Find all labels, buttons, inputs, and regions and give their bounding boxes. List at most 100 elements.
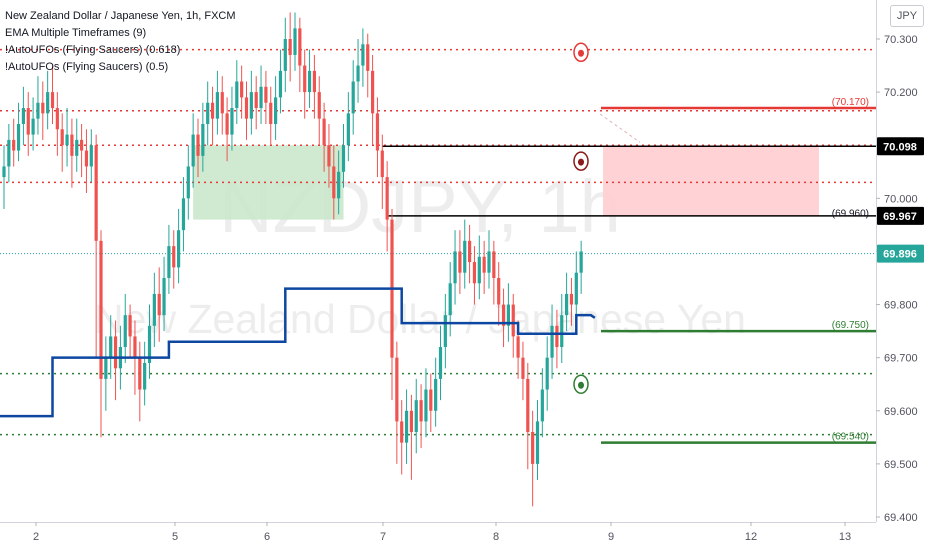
candle-body — [167, 246, 171, 278]
candles-layer — [2, 12, 583, 507]
candle-body — [579, 251, 583, 273]
candle-body — [94, 145, 98, 241]
y-tick-label: 69.400 — [884, 512, 918, 524]
candle-body — [298, 28, 302, 66]
candle-body — [492, 251, 496, 278]
levels-layer — [0, 48, 876, 444]
candle-body — [307, 70, 312, 93]
candle-body — [264, 86, 268, 103]
candle-body — [574, 272, 578, 305]
x-tick-label: 13 — [839, 531, 851, 543]
markers-layer — [573, 42, 589, 394]
candle-body — [70, 134, 74, 156]
candle-body — [453, 251, 457, 284]
legend-indicator-autoufos-05[interactable]: !AutoUFOs (Flying Saucers) (0.5) — [5, 61, 169, 73]
candle-body — [172, 246, 176, 268]
level-value-label: (69.540) — [832, 432, 869, 443]
candle-body — [259, 86, 263, 109]
candle-body — [458, 251, 462, 273]
candle-body — [128, 315, 132, 337]
candle-body — [254, 92, 258, 109]
x-tick-label: 7 — [380, 531, 386, 543]
candle-body — [84, 150, 89, 167]
candle-body — [424, 389, 428, 422]
watermark: NZDJPY, 1h New Zealand Dollar / Japanese… — [94, 165, 746, 342]
candle-body — [99, 240, 103, 379]
candle-body — [123, 315, 127, 348]
candle-body — [225, 113, 229, 135]
demand-zone — [193, 145, 344, 220]
legend-symbol-title[interactable]: New Zealand Dollar / Japanese Yen, 1h, F… — [5, 10, 236, 22]
candle-body — [60, 129, 64, 146]
candle-body — [31, 118, 35, 135]
x-tick-label: 9 — [608, 531, 614, 543]
candle-body — [385, 177, 389, 220]
candle-body — [346, 113, 350, 146]
candle-body — [322, 118, 326, 146]
ufo-marker-dot — [578, 49, 584, 57]
candle-body — [41, 102, 45, 114]
candle-body — [477, 256, 481, 284]
candle-body — [288, 39, 292, 55]
candle-body — [501, 304, 506, 326]
candle-body — [65, 134, 69, 146]
candle-body — [555, 325, 559, 348]
candle-body — [230, 108, 234, 135]
candle-body — [46, 92, 50, 114]
candle-body — [12, 139, 16, 151]
candle-body — [395, 357, 399, 422]
candle-body — [274, 97, 278, 124]
candle-body — [419, 400, 423, 422]
legend-indicator-ema[interactable]: EMA Multiple Timeframes (9) — [5, 27, 147, 39]
price-label-box — [877, 244, 924, 263]
y-tick-label: 70.300 — [884, 34, 918, 46]
candle-body — [337, 171, 341, 199]
y-tick-label: 69.700 — [884, 353, 918, 365]
projection-line — [599, 113, 641, 143]
price-label-text: 70.098 — [883, 141, 917, 153]
legend-indicator-autoufos-0618[interactable]: !AutoUFOs (Flying Saucers) (0.618) — [5, 44, 181, 56]
candle-body — [429, 389, 433, 411]
candle-body — [113, 336, 118, 369]
y-tick-label: 69.600 — [884, 406, 918, 418]
candle-body — [36, 102, 40, 119]
x-tick-label: 8 — [493, 531, 499, 543]
price-label-text: 69.896 — [883, 249, 917, 261]
supply-zone — [603, 146, 819, 216]
candle-body — [443, 315, 447, 348]
ema-line — [0, 287, 596, 418]
candle-body — [434, 378, 438, 411]
y-tick-label: 70.200 — [884, 87, 918, 99]
x-tick-label: 5 — [172, 531, 178, 543]
candle-body — [147, 325, 152, 363]
level-value-label: (69.750) — [832, 320, 869, 331]
candle-body — [540, 389, 544, 422]
candle-body — [409, 410, 413, 433]
candle-body — [133, 336, 137, 358]
x-tick-label: 2 — [33, 531, 39, 543]
candle-body — [404, 410, 409, 443]
candle-body — [55, 108, 59, 130]
candle-body — [2, 166, 6, 178]
candle-body — [438, 347, 443, 379]
candle-body — [210, 102, 215, 119]
candle-body — [109, 336, 113, 358]
y-tick-label: 70.000 — [884, 193, 918, 205]
watermark-description: New Zealand Dollar / Japanese Yen — [94, 296, 746, 342]
x-tick-label: 12 — [745, 531, 757, 543]
price-label-text: 69.967 — [883, 211, 917, 223]
candle-body — [463, 240, 467, 273]
currency-button[interactable]: JPY — [890, 5, 924, 27]
candle-body — [181, 198, 186, 231]
candle-body — [375, 113, 380, 151]
candle-body — [191, 134, 195, 167]
candle-body — [312, 70, 316, 93]
candle-body — [468, 240, 472, 263]
candle-body — [535, 421, 540, 464]
candle-body — [244, 97, 249, 119]
candle-body — [366, 44, 370, 71]
price-label-box — [877, 206, 924, 225]
ufo-marker-dot — [578, 381, 584, 389]
